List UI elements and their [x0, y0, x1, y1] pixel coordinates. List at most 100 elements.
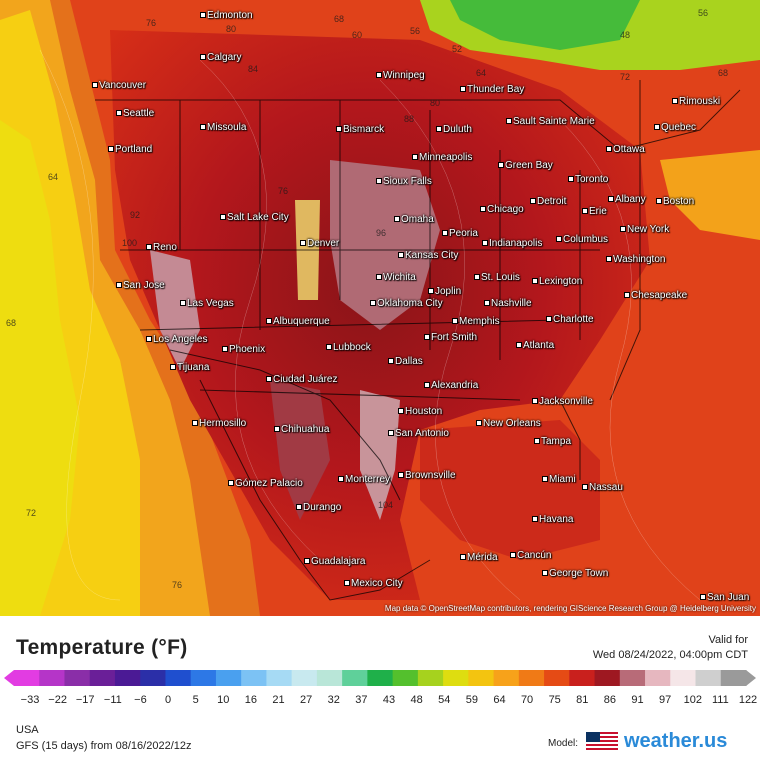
city-label[interactable]: Omaha	[394, 214, 434, 225]
scale-swatch	[241, 670, 267, 686]
city-label[interactable]: Chihuahua	[274, 424, 329, 435]
city-label[interactable]: Monterrey	[338, 474, 390, 485]
city-label[interactable]: Atlanta	[516, 340, 554, 351]
city-label[interactable]: Nassau	[582, 482, 623, 493]
city-label[interactable]: Mérida	[460, 552, 498, 563]
scale-tick-label: 102	[683, 694, 702, 706]
city-label[interactable]: Thunder Bay	[460, 84, 524, 95]
city-label[interactable]: Sioux Falls	[376, 176, 432, 187]
city-label[interactable]: San Antonio	[388, 428, 449, 439]
temperature-value: 72	[26, 508, 37, 518]
city-label[interactable]: Lubbock	[326, 342, 371, 353]
city-label[interactable]: New Orleans	[476, 418, 541, 429]
city-label[interactable]: Winnipeg	[376, 70, 425, 81]
city-label[interactable]: San Juan	[700, 592, 749, 603]
city-label[interactable]: Indianapolis	[482, 238, 542, 249]
temperature-value: 92	[130, 210, 141, 220]
city-label[interactable]: Sault Sainte Marie	[506, 116, 595, 127]
city-label[interactable]: Tijuana	[170, 362, 209, 373]
us-flag-icon	[586, 732, 618, 752]
city-label[interactable]: Quebec	[654, 122, 696, 133]
city-label[interactable]: Fort Smith	[424, 332, 477, 343]
city-label[interactable]: Boston	[656, 196, 694, 207]
scale-swatch	[670, 670, 697, 686]
city-label[interactable]: Edmonton	[200, 10, 253, 21]
city-label[interactable]: Erie	[582, 206, 607, 217]
scale-swatch	[392, 670, 419, 686]
city-label[interactable]: Charlotte	[546, 314, 594, 325]
city-label[interactable]: Nashville	[484, 298, 532, 309]
city-label[interactable]: Ottawa	[606, 144, 645, 155]
city-label[interactable]: Kansas City	[398, 250, 458, 261]
scale-swatch	[645, 670, 671, 686]
city-label[interactable]: Portland	[108, 144, 152, 155]
temperature-value: 68	[334, 14, 345, 24]
city-label[interactable]: Toronto	[568, 174, 608, 185]
city-label[interactable]: Washington	[606, 254, 665, 265]
city-label[interactable]: Memphis	[452, 316, 500, 327]
city-label[interactable]: Wichita	[376, 272, 416, 283]
city-label[interactable]: Durango	[296, 502, 341, 513]
scale-arrow-low	[4, 670, 14, 686]
city-label[interactable]: Alexandria	[424, 380, 478, 391]
city-label[interactable]: Albuquerque	[266, 316, 330, 327]
city-label[interactable]: Jacksonville	[532, 396, 593, 407]
scale-tick-label: 37	[355, 694, 368, 706]
scale-swatch	[266, 670, 293, 686]
city-label[interactable]: Gómez Palacio	[228, 478, 303, 489]
city-label[interactable]: Albany	[608, 194, 646, 205]
city-label[interactable]: Hermosillo	[192, 418, 246, 429]
city-label[interactable]: Dallas	[388, 356, 423, 367]
city-label[interactable]: Rimouski	[672, 96, 720, 107]
city-label[interactable]: Lexington	[532, 276, 582, 287]
city-label[interactable]: Brownsville	[398, 470, 456, 481]
city-label[interactable]: Ciudad Juárez	[266, 374, 337, 385]
city-label[interactable]: Salt Lake City	[220, 212, 289, 223]
city-label[interactable]: Houston	[398, 406, 442, 417]
city-label[interactable]: Las Vegas	[180, 298, 234, 309]
city-label[interactable]: Peoria	[442, 228, 478, 239]
scale-swatch	[443, 670, 469, 686]
city-label[interactable]: Calgary	[200, 52, 241, 63]
city-label[interactable]: Bismarck	[336, 124, 384, 135]
model-run-label: GFS (15 days) from 08/16/2022/12z	[16, 740, 192, 752]
city-label[interactable]: Mexico City	[344, 578, 403, 589]
temperature-value: 56	[698, 8, 709, 18]
temperature-map[interactable]: Edmonton Calgary Vancouver Seattle Misso…	[0, 0, 760, 616]
city-label[interactable]: Joplin	[428, 286, 461, 297]
scale-tick-label: 43	[382, 694, 396, 706]
brand-logo[interactable]: weather.us	[624, 730, 728, 752]
city-label[interactable]: Oklahoma City	[370, 298, 443, 309]
city-label[interactable]: New York	[620, 224, 669, 235]
valid-time: Wed 08/24/2022, 04:00pm CDT	[592, 649, 748, 661]
temperature-value: 64	[48, 172, 59, 182]
city-label[interactable]: Tampa	[534, 436, 571, 447]
city-label[interactable]: Seattle	[116, 108, 154, 119]
legend-panel: Temperature (°F) Valid for Wed 08/24/202…	[0, 616, 760, 760]
temperature-value: 64	[476, 68, 487, 78]
scale-tick-label: −22	[48, 694, 67, 706]
color-scale-bar	[4, 670, 756, 686]
city-label[interactable]: Chesapeake	[624, 290, 687, 301]
city-label[interactable]: Duluth	[436, 124, 472, 135]
city-label[interactable]: Miami	[542, 474, 576, 485]
city-label[interactable]: Detroit	[530, 196, 566, 207]
city-label[interactable]: St. Louis	[474, 272, 520, 283]
city-label[interactable]: Phoenix	[222, 344, 265, 355]
city-label[interactable]: Guadalajara	[304, 556, 365, 567]
scale-swatch	[140, 670, 166, 686]
city-label[interactable]: Vancouver	[92, 80, 146, 91]
city-label[interactable]: Reno	[146, 242, 177, 253]
scale-swatch	[417, 670, 444, 686]
city-label[interactable]: Green Bay	[498, 160, 553, 171]
city-label[interactable]: Havana	[532, 514, 573, 525]
city-label[interactable]: George Town	[542, 568, 608, 579]
city-label[interactable]: Minneapolis	[412, 152, 472, 163]
city-label[interactable]: Columbus	[556, 234, 608, 245]
city-label[interactable]: Denver	[300, 238, 339, 249]
city-label[interactable]: Chicago	[480, 204, 524, 215]
city-label[interactable]: Missoula	[200, 122, 246, 133]
city-label[interactable]: Cancún	[510, 550, 551, 561]
city-label[interactable]: Los Angeles	[146, 334, 208, 345]
city-label[interactable]: San Jose	[116, 280, 165, 291]
